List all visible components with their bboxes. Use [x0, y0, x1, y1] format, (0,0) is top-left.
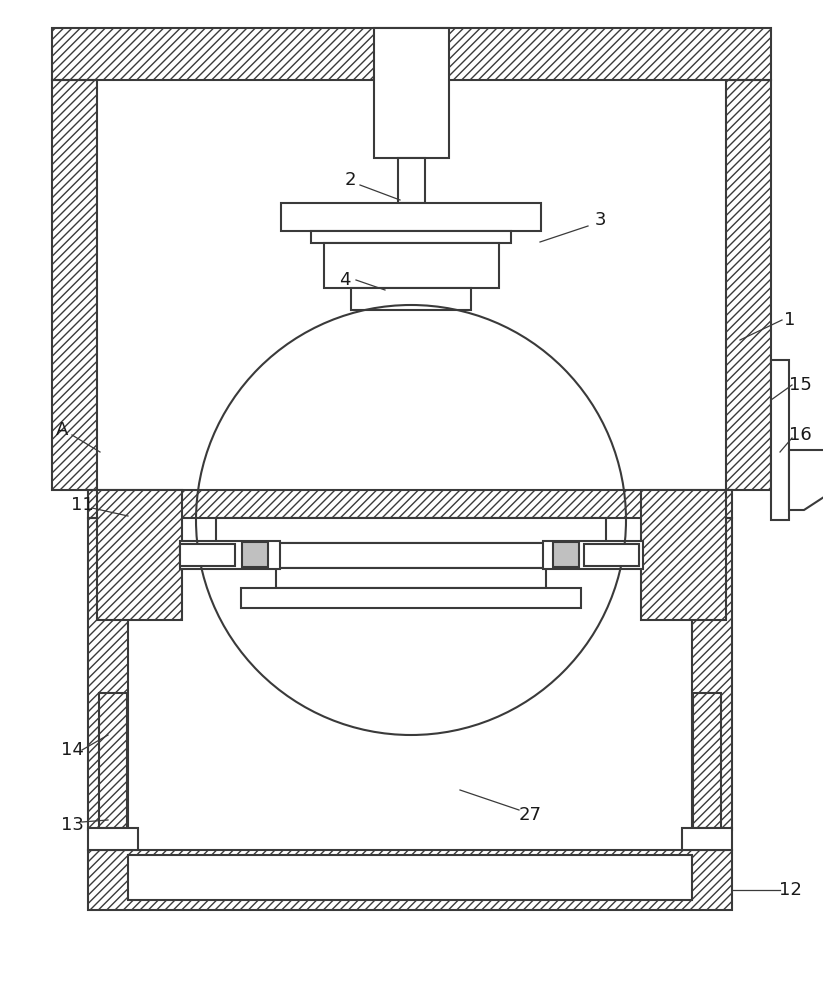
- Text: 15: 15: [788, 376, 811, 394]
- Bar: [99, 693, 127, 828]
- Bar: [88, 518, 128, 830]
- Bar: [241, 543, 581, 568]
- Bar: [726, 80, 771, 490]
- Text: 14: 14: [61, 741, 83, 759]
- Bar: [88, 850, 732, 910]
- Bar: [52, 28, 771, 80]
- Bar: [584, 544, 639, 566]
- Bar: [543, 541, 643, 569]
- Bar: [351, 288, 471, 310]
- Bar: [324, 243, 499, 288]
- Bar: [311, 231, 511, 243]
- Text: 13: 13: [61, 816, 83, 834]
- Text: 1: 1: [784, 311, 796, 329]
- Bar: [52, 80, 97, 490]
- Bar: [641, 490, 726, 620]
- Text: 11: 11: [71, 496, 93, 514]
- Text: 3: 3: [594, 211, 606, 229]
- Bar: [692, 518, 732, 830]
- Bar: [398, 158, 425, 203]
- Text: 2: 2: [344, 171, 356, 189]
- Polygon shape: [789, 450, 823, 510]
- Bar: [281, 203, 541, 231]
- Bar: [693, 693, 721, 828]
- Bar: [641, 490, 726, 620]
- Bar: [553, 542, 579, 567]
- Bar: [693, 693, 721, 828]
- Bar: [88, 490, 732, 518]
- Bar: [692, 518, 732, 830]
- Bar: [128, 518, 692, 830]
- Bar: [374, 28, 449, 158]
- Bar: [726, 80, 771, 490]
- Bar: [180, 544, 235, 566]
- Text: A: A: [56, 421, 68, 439]
- Bar: [88, 850, 732, 910]
- Text: 12: 12: [779, 881, 802, 899]
- Bar: [97, 490, 182, 620]
- Bar: [52, 28, 771, 80]
- Bar: [180, 541, 280, 569]
- Text: 27: 27: [518, 806, 542, 824]
- Bar: [128, 855, 692, 900]
- Bar: [88, 828, 138, 850]
- Bar: [276, 568, 546, 588]
- Text: 4: 4: [339, 271, 351, 289]
- Bar: [97, 490, 182, 620]
- Bar: [99, 693, 127, 828]
- Bar: [88, 490, 732, 518]
- Text: 16: 16: [788, 426, 811, 444]
- Bar: [771, 360, 789, 520]
- Bar: [52, 80, 97, 490]
- Bar: [97, 80, 726, 490]
- Bar: [88, 518, 128, 830]
- Bar: [216, 518, 606, 543]
- Bar: [241, 588, 581, 608]
- Bar: [682, 828, 732, 850]
- Bar: [242, 542, 268, 567]
